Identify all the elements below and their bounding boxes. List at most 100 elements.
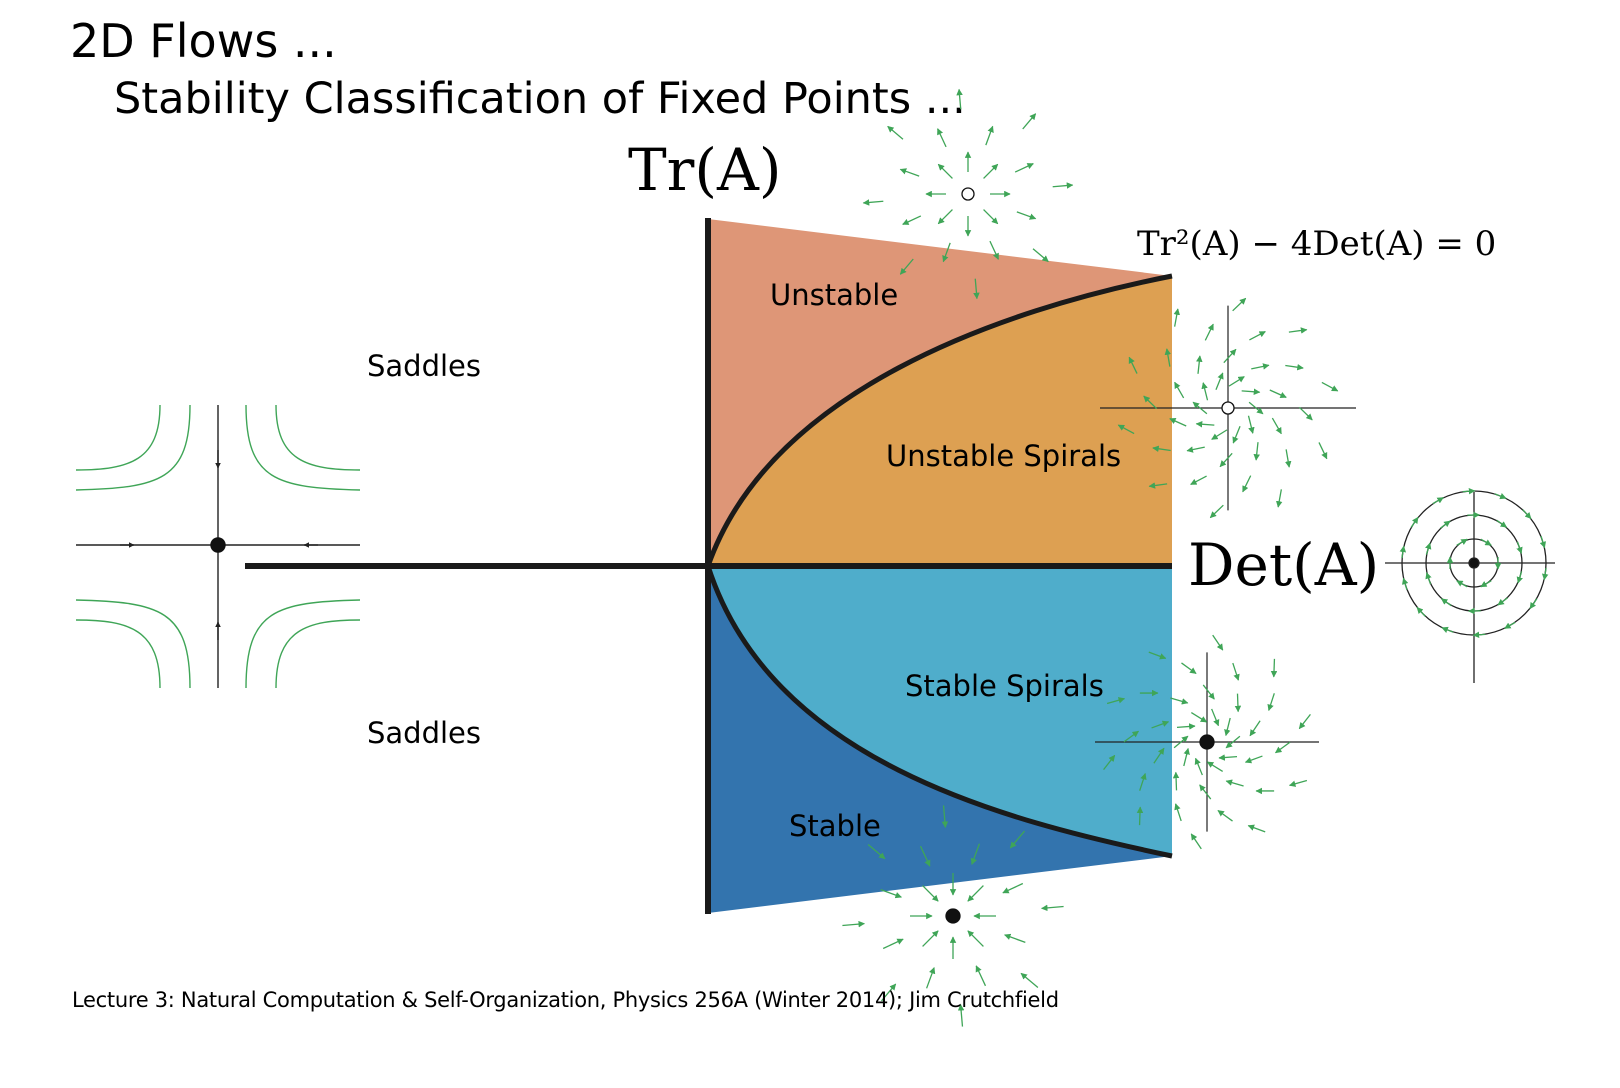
flow-arrow xyxy=(1202,684,1215,700)
flow-arrow xyxy=(1244,755,1263,764)
flow-arrow xyxy=(1225,735,1241,749)
flow-arrow xyxy=(1318,442,1328,460)
flow-arrow xyxy=(975,965,987,987)
flow-arrow xyxy=(1148,651,1167,660)
orbit-arrow xyxy=(1402,577,1409,591)
stable-label: Stable xyxy=(789,809,881,843)
fixed-point xyxy=(961,187,975,201)
parabola-equation: Tr²(A) − 4Det(A) = 0 xyxy=(1137,224,1496,264)
flow-arrow xyxy=(922,930,939,947)
flow-arrow xyxy=(937,128,947,148)
flow-arrow xyxy=(1251,363,1270,370)
flow-arrow xyxy=(937,163,953,179)
flow-arrow xyxy=(842,920,865,928)
flow-arrow xyxy=(1016,211,1037,220)
flow-arrow xyxy=(1186,446,1205,453)
flow-arrow xyxy=(957,1004,965,1027)
flow-arrow xyxy=(1196,355,1203,374)
orbit-arrow xyxy=(1496,519,1508,528)
flow-arrow xyxy=(1223,348,1237,364)
flow-arrow xyxy=(985,125,994,146)
flow-arrow xyxy=(1228,376,1245,387)
flow-arrow xyxy=(1173,735,1189,749)
flow-arrow xyxy=(1232,662,1240,681)
flow-arrow xyxy=(1270,658,1278,678)
slide-footer: Lecture 3: Natural Computation & Self-Or… xyxy=(72,988,1059,1012)
determinant-axis-label: Det(A) xyxy=(1188,531,1379,599)
fixed-point xyxy=(1199,734,1215,750)
flow-arrow xyxy=(1242,475,1252,493)
flow-arrow xyxy=(1267,693,1275,712)
region-unstable xyxy=(708,219,1172,563)
flow-arrow xyxy=(882,938,904,950)
flow-arrow xyxy=(1153,747,1165,764)
flow-arrow xyxy=(973,278,980,300)
flow-arrow xyxy=(1032,248,1049,263)
flow-arrow xyxy=(1219,452,1233,468)
flow-arrow xyxy=(1248,401,1264,415)
flow-arrow xyxy=(919,845,931,867)
orbit-arrow xyxy=(1399,545,1407,559)
trace-axis-label: Tr(A) xyxy=(628,136,782,204)
orbit-arrow xyxy=(1440,598,1452,607)
flow-arrow xyxy=(1209,504,1224,519)
flow-arrow xyxy=(1106,697,1126,705)
flow-arrow xyxy=(1183,747,1190,767)
orbit-arrow xyxy=(1541,567,1549,581)
flow-arrow xyxy=(941,805,949,828)
flow-arrow xyxy=(1199,784,1212,800)
flow-arrow xyxy=(1298,713,1311,730)
flow-arrow xyxy=(1173,308,1181,327)
flow-arrow xyxy=(1164,348,1172,367)
unstable-spirals-label: Unstable Spirals xyxy=(886,439,1121,473)
flow-arrow xyxy=(970,843,981,865)
flow-arrow xyxy=(1103,754,1116,771)
flow-arrow xyxy=(887,125,904,140)
flow-arrow xyxy=(1215,372,1224,390)
parabola-lower xyxy=(705,565,1173,859)
flow-arrow xyxy=(867,843,886,860)
flow-arrow xyxy=(1190,711,1208,723)
orbit-arrow xyxy=(1425,542,1432,555)
flow-arrow xyxy=(1288,779,1308,787)
orbit-arrow xyxy=(1472,631,1486,639)
flow-arrow xyxy=(1052,182,1074,189)
parabola-upper xyxy=(705,273,1173,567)
saddle-phase-portrait-icon xyxy=(75,404,361,689)
orbit-arrow xyxy=(1410,516,1419,528)
flow-arrow xyxy=(1321,381,1339,392)
flow-arrow xyxy=(1176,723,1196,730)
flow-arrow xyxy=(899,258,914,275)
flow-arrow xyxy=(1181,662,1197,675)
orbit-arrow xyxy=(1440,520,1451,529)
flow-arrow xyxy=(1271,417,1282,435)
orbit-arrow xyxy=(1425,572,1432,585)
flow-arrow xyxy=(1117,424,1135,435)
flow-arrow xyxy=(1288,327,1308,334)
flow-arrow xyxy=(880,983,897,1002)
flow-arrow xyxy=(1014,163,1034,173)
flow-arrow xyxy=(1020,972,1039,989)
source-spiral-phase-portrait-icon xyxy=(1100,297,1356,519)
flow-arrow xyxy=(1201,382,1209,401)
flow-arrow xyxy=(902,215,922,225)
flow-arrow xyxy=(1284,449,1292,468)
flow-arrow xyxy=(1211,708,1220,727)
flow-arrow xyxy=(1195,420,1215,428)
orbit-arrow xyxy=(1539,535,1546,549)
orbit-arrow xyxy=(1494,493,1507,500)
flow-arrow xyxy=(1217,809,1233,822)
flow-arrow xyxy=(1169,418,1187,427)
flow-arrow xyxy=(1218,754,1238,761)
flow-arrow xyxy=(925,967,936,989)
flow-arrow xyxy=(1275,489,1283,508)
flow-arrow xyxy=(1148,482,1168,489)
flow-arrow xyxy=(1249,330,1266,341)
orbit-arrow xyxy=(1497,597,1508,606)
flow-arrow xyxy=(1206,761,1224,773)
flow-arrow xyxy=(1151,720,1170,729)
flow-arrow xyxy=(1004,933,1026,944)
flow-arrow xyxy=(1247,824,1266,833)
flow-arrow xyxy=(1041,904,1064,912)
